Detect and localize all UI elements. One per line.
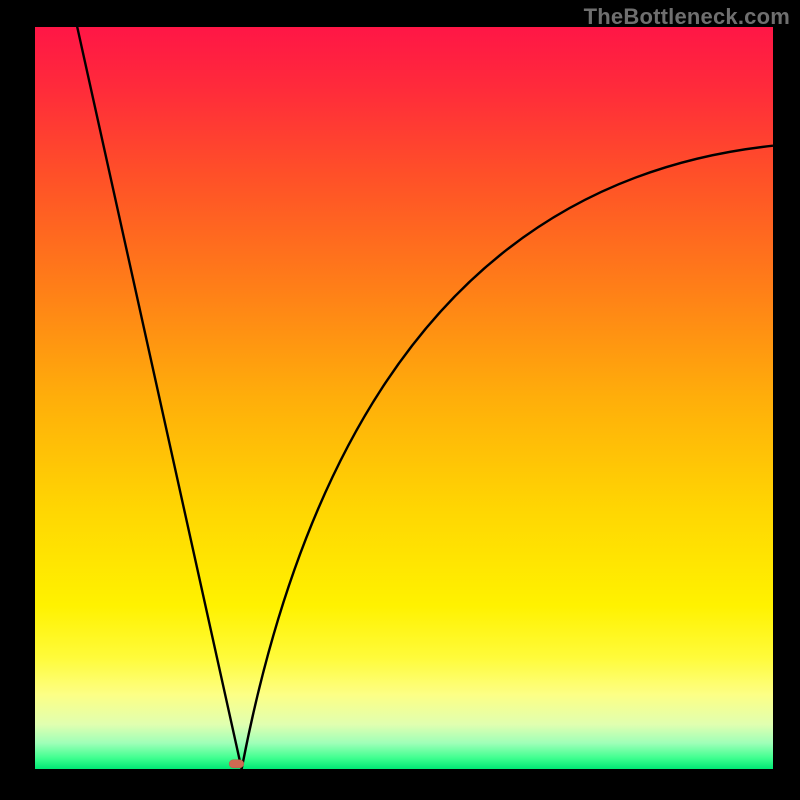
bottleneck-chart — [0, 0, 800, 800]
gradient-background — [35, 27, 773, 769]
min-marker — [229, 760, 244, 768]
